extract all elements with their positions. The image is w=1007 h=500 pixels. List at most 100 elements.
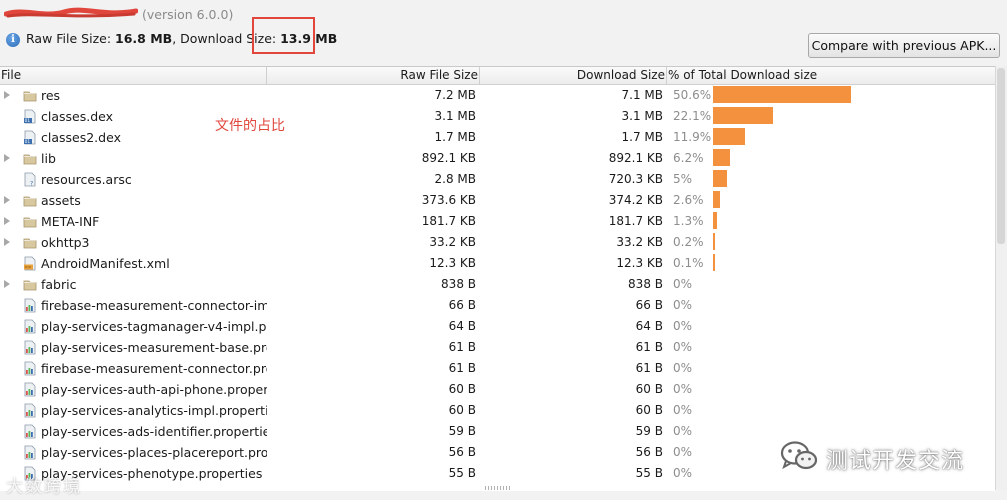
folder-icon [23, 214, 37, 229]
column-separator[interactable] [479, 67, 480, 84]
properties-file-icon [23, 340, 37, 355]
download-size: 61 B [635, 361, 663, 375]
expand-arrow-icon[interactable] [4, 217, 10, 225]
percent-value: 0% [673, 298, 693, 312]
table-row[interactable]: okhttp3 33.2 KB 33.2 KB 0.2% [0, 232, 995, 253]
download-size: 64 B [635, 319, 663, 333]
table-header: File Raw File Size Download Size % of To… [0, 67, 995, 85]
expand-arrow-icon[interactable] [4, 280, 10, 288]
file-name: okhttp3 [41, 235, 90, 250]
wechat-icon [780, 441, 818, 470]
raw-size: 61 B [448, 340, 476, 354]
annotation-text: 文件的占比 [215, 118, 285, 134]
percent-value: 0.1% [673, 256, 704, 270]
download-size: 60 B [635, 382, 663, 396]
percent-value: 1.3% [673, 214, 704, 228]
properties-file-icon [23, 403, 37, 418]
file-name: resources.arsc [41, 172, 132, 187]
file-name: lib [41, 151, 56, 166]
expand-arrow-icon[interactable] [4, 238, 10, 246]
vertical-scrollbar[interactable] [995, 66, 1007, 490]
table-row[interactable]: play-services-phenotype.properties 55 B 55… [0, 463, 995, 484]
column-separator[interactable] [266, 67, 267, 84]
file-name: firebase-measurement-connector.propertie… [41, 361, 267, 376]
properties-file-icon [23, 466, 37, 481]
folder-icon [23, 193, 37, 208]
raw-size: 373.6 KB [421, 193, 476, 207]
size-summary-text: Raw File Size: 16.8 MB, Download Size: 1… [26, 31, 337, 46]
column-separator[interactable] [666, 67, 667, 84]
properties-file-icon [23, 382, 37, 397]
resize-grip[interactable] [485, 486, 511, 490]
folder-icon [23, 151, 37, 166]
properties-file-icon [23, 298, 37, 313]
table-row[interactable]: META-INF 181.7 KB 181.7 KB 1.3% [0, 211, 995, 232]
file-table: File Raw File Size Download Size % of To… [0, 66, 995, 491]
column-header-file[interactable]: File [1, 68, 22, 82]
size-bar [713, 233, 715, 250]
properties-file-icon [23, 361, 37, 376]
table-row[interactable]: play-services-tagmanager-v4-impl.propert… [0, 316, 995, 337]
download-size: 3.1 MB [621, 109, 663, 123]
table-row[interactable]: firebase-measurement-connector.propertie… [0, 358, 995, 379]
redaction-scribble [4, 7, 138, 18]
file-name: classes.dex [41, 109, 114, 124]
svg-text:<>: <> [25, 265, 32, 270]
column-header-download-size[interactable]: Download Size [576, 68, 665, 82]
expand-arrow-icon[interactable] [4, 91, 10, 99]
table-row[interactable]: 01 classes2.dex 1.7 MB 1.7 MB 11.9% [0, 127, 995, 148]
percent-value: 11.9% [673, 130, 712, 144]
table-row[interactable]: play-services-analytics-impl.properties 6… [0, 400, 995, 421]
file-name: play-services-phenotype.properties [41, 466, 263, 481]
file-name: play-services-ads-identifier.properties [41, 424, 267, 439]
raw-size: 12.3 KB [429, 256, 476, 270]
folder-icon [23, 277, 37, 292]
table-row[interactable]: ? resources.arsc 2.8 MB 720.3 KB 5% [0, 169, 995, 190]
table-row[interactable]: firebase-measurement-connector-impl.prop… [0, 295, 995, 316]
file-name: play-services-tagmanager-v4-impl.propert… [41, 319, 267, 334]
raw-size: 59 B [448, 424, 476, 438]
properties-file-icon [23, 319, 37, 334]
file-name: play-services-auth-api-phone.properties [41, 382, 267, 397]
percent-value: 0% [673, 403, 693, 417]
table-row[interactable]: res 7.2 MB 7.1 MB 50.6% [0, 85, 995, 106]
compare-apk-button[interactable]: Compare with previous APK... [808, 33, 1000, 58]
expand-arrow-icon[interactable] [4, 154, 10, 162]
raw-size: 1.7 MB [434, 130, 476, 144]
scrollbar-thumb[interactable] [997, 68, 1005, 244]
table-row[interactable]: <> AndroidManifest.xml 12.3 KB 12.3 KB 0.1% [0, 253, 995, 274]
download-size: 60 B [635, 403, 663, 417]
column-header-raw-size[interactable]: Raw File Size [400, 68, 478, 82]
table-row[interactable]: play-services-ads-identifier.properties 5… [0, 421, 995, 442]
size-bar [713, 254, 715, 271]
file-name: classes2.dex [41, 130, 121, 145]
table-row[interactable]: play-services-places-placereport.propert… [0, 442, 995, 463]
raw-size: 64 B [448, 319, 476, 333]
table-row[interactable]: lib 892.1 KB 892.1 KB 6.2% [0, 148, 995, 169]
raw-size: 56 B [448, 445, 476, 459]
raw-size: 3.1 MB [434, 109, 476, 123]
watermark-right-text: 测试开发交流 [826, 449, 965, 474]
expand-arrow-icon[interactable] [4, 196, 10, 204]
download-size: 56 B [635, 445, 663, 459]
column-header-percent[interactable]: % of Total Download size [668, 68, 818, 82]
file-name: assets [41, 193, 81, 208]
percent-value: 0% [673, 445, 693, 459]
size-bar [713, 170, 727, 187]
table-row[interactable]: fabric 838 B 838 B 0% [0, 274, 995, 295]
percent-value: 2.6% [673, 193, 704, 207]
file-name: fabric [41, 277, 77, 292]
raw-size-value: 16.8 MB [115, 31, 173, 46]
table-row[interactable]: 01 classes.dex 3.1 MB 3.1 MB 22.1% [0, 106, 995, 127]
size-bar [713, 107, 773, 124]
raw-size: 60 B [448, 403, 476, 417]
raw-size: 60 B [448, 382, 476, 396]
percent-value: 0% [673, 466, 693, 480]
table-row[interactable]: play-services-measurement-base.propertie… [0, 337, 995, 358]
download-size: 33.2 KB [616, 235, 663, 249]
table-row[interactable]: assets 373.6 KB 374.2 KB 2.6% [0, 190, 995, 211]
raw-size: 838 B [441, 277, 476, 291]
file-name: res [41, 88, 61, 103]
properties-file-icon [23, 424, 37, 439]
table-row[interactable]: play-services-auth-api-phone.properties 6… [0, 379, 995, 400]
